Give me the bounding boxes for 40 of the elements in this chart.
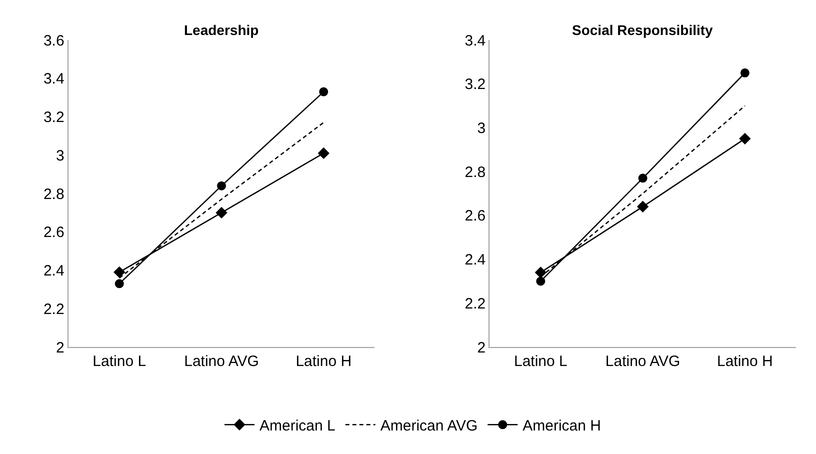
point (739, 132, 751, 145)
point (638, 174, 648, 183)
y-tick-label: 2.4 (464, 252, 486, 269)
point (319, 87, 328, 96)
legend-label: American AVG (380, 418, 478, 434)
point (114, 279, 124, 288)
y-tick-label: 2.6 (43, 224, 64, 242)
y-tick-label: 3.4 (464, 32, 486, 50)
point (217, 181, 226, 190)
x-tick-label: Latino L (514, 353, 568, 370)
chart-title: Leadership (184, 22, 259, 38)
point (536, 276, 546, 286)
point (114, 266, 126, 278)
x-tick-label: Latino L (92, 353, 146, 370)
y-tick-label: 2.2 (464, 295, 486, 312)
y-tick-label: 3.2 (43, 109, 64, 126)
legend-label: American L (260, 418, 336, 434)
x-tick-label: Latino AVG (605, 353, 680, 370)
y-tick-label: 2.4 (43, 262, 64, 280)
y-tick-label: 2.2 (43, 300, 64, 318)
x-tick-label: Latino H (716, 353, 773, 370)
point (636, 200, 649, 213)
y-tick-label: 3.4 (43, 70, 64, 88)
y-tick-label: 3.2 (464, 76, 486, 94)
legend-label: American H (522, 418, 601, 434)
y-tick-label: 2 (56, 339, 64, 356)
x-tick-label: Latino H (296, 353, 352, 370)
y-tick-label: 2.8 (43, 186, 64, 203)
point (216, 206, 228, 219)
point (534, 266, 547, 278)
point (318, 147, 330, 160)
y-tick-label: 2 (477, 339, 486, 356)
y-tick-label: 2.8 (464, 164, 486, 181)
y-tick-label: 3 (477, 120, 486, 137)
chart-title: Social Responsibility (572, 22, 714, 38)
y-tick-label: 2.6 (464, 208, 486, 225)
y-tick-label: 3 (56, 147, 64, 164)
y-tick-label: 3.6 (43, 32, 64, 50)
point (740, 68, 750, 78)
x-tick-label: Latino AVG (184, 353, 259, 370)
